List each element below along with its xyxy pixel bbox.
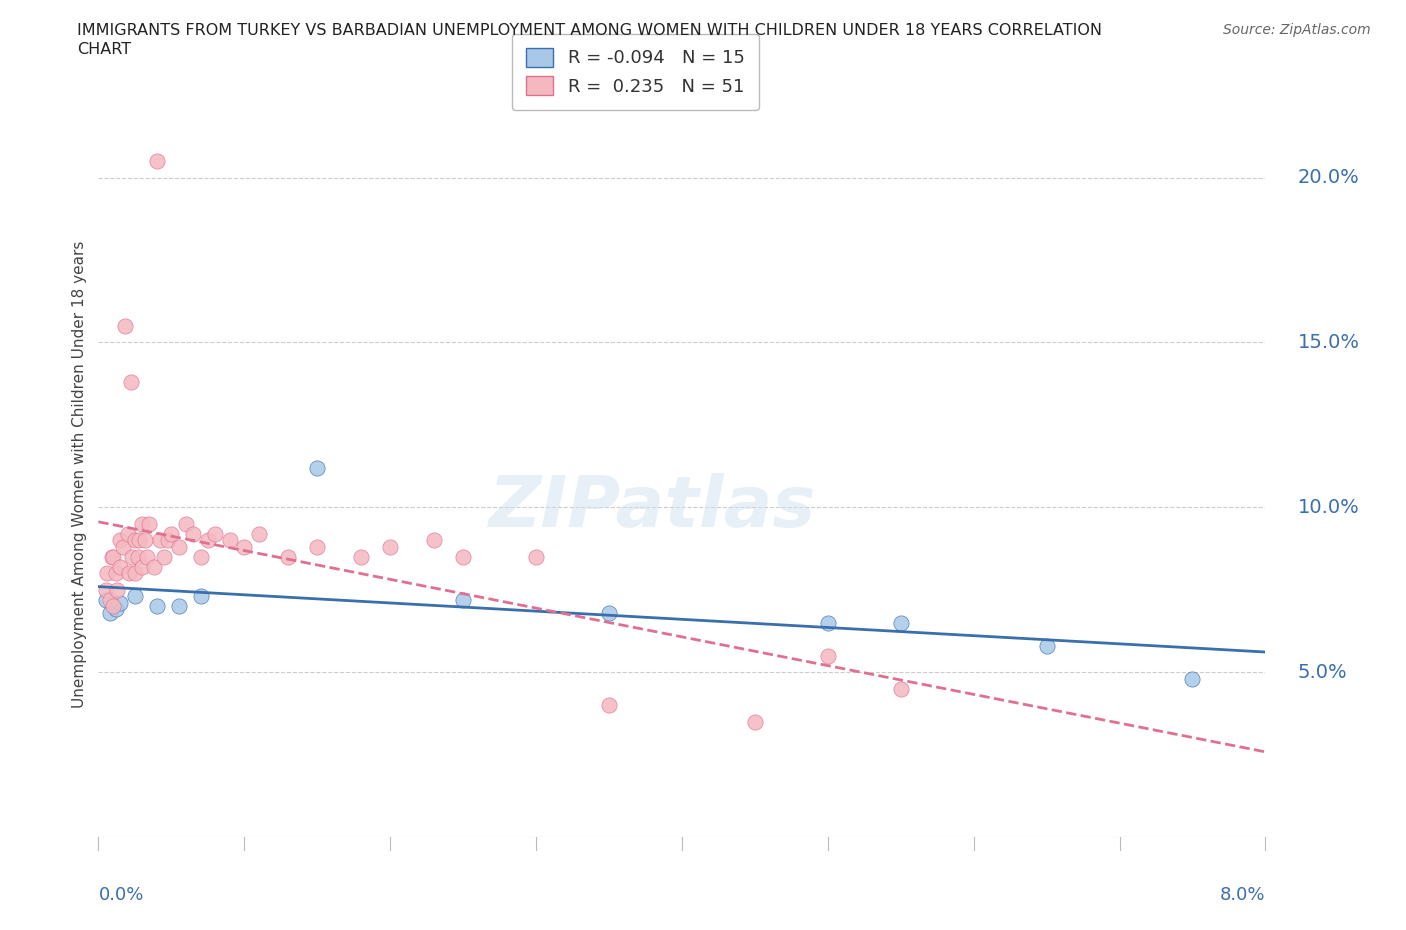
Point [134,533,156,548]
Text: Source: ZipAtlas.com: Source: ZipAtlas.com [1223,23,1371,37]
Point [190,550,212,565]
Point [167,539,190,554]
Point [146,153,169,168]
Point [120,375,142,390]
Point [94,592,117,607]
Point [114,318,136,333]
Point [104,565,127,580]
Point [277,550,299,565]
Text: CHART: CHART [77,42,131,57]
Point [121,550,143,565]
Point [124,589,146,604]
Y-axis label: Unemployment Among Women with Children Under 18 years: Unemployment Among Women with Children U… [72,241,87,708]
Point [100,550,122,565]
Point [135,550,157,565]
Point [105,582,128,597]
Point [96,565,118,580]
Point [423,533,446,548]
Text: IMMIGRANTS FROM TURKEY VS BARBADIAN UNEMPLOYMENT AMONG WOMEN WITH CHILDREN UNDER: IMMIGRANTS FROM TURKEY VS BARBADIAN UNEM… [77,23,1102,38]
Point [146,599,169,614]
Point [110,559,132,574]
Point [233,539,256,554]
Point [94,582,117,597]
Point [118,565,141,580]
Point [128,533,150,548]
Point [153,550,176,565]
Point [890,681,912,696]
Point [218,533,240,548]
Point [181,526,204,541]
Point [598,698,620,712]
Point [131,516,153,531]
Point [131,559,153,574]
Point [247,526,270,541]
Point [167,599,190,614]
Text: 8.0%: 8.0% [1220,886,1265,905]
Point [157,533,180,548]
Point [110,595,132,610]
Point [124,565,146,580]
Text: 15.0%: 15.0% [1298,333,1360,352]
Point [744,714,766,729]
Point [380,539,402,554]
Point [110,533,132,548]
Point [160,526,183,541]
Point [101,599,124,614]
Point [817,616,839,631]
Point [124,533,146,548]
Legend: R = -0.094   N = 15, R =  0.235   N = 51: R = -0.094 N = 15, R = 0.235 N = 51 [512,33,759,110]
Point [598,605,620,620]
Point [98,592,121,607]
Point [451,550,474,565]
Point [101,550,124,565]
Point [197,533,219,548]
Point [138,516,160,531]
Point [890,616,912,631]
Text: 5.0%: 5.0% [1298,663,1347,682]
Point [307,539,329,554]
Text: 20.0%: 20.0% [1298,168,1360,187]
Text: 0.0%: 0.0% [98,886,143,905]
Point [190,589,212,604]
Point [817,648,839,663]
Point [112,539,135,554]
Point [307,460,329,475]
Point [451,592,474,607]
Point [1035,638,1057,653]
Point [1181,671,1204,686]
Text: 10.0%: 10.0% [1298,498,1360,517]
Point [174,516,197,531]
Point [117,526,139,541]
Point [127,550,149,565]
Point [524,550,547,565]
Point [98,605,121,620]
Point [104,602,127,617]
Text: ZIPatlas: ZIPatlas [489,472,817,542]
Point [142,559,165,574]
Point [149,533,172,548]
Point [204,526,226,541]
Point [350,550,373,565]
